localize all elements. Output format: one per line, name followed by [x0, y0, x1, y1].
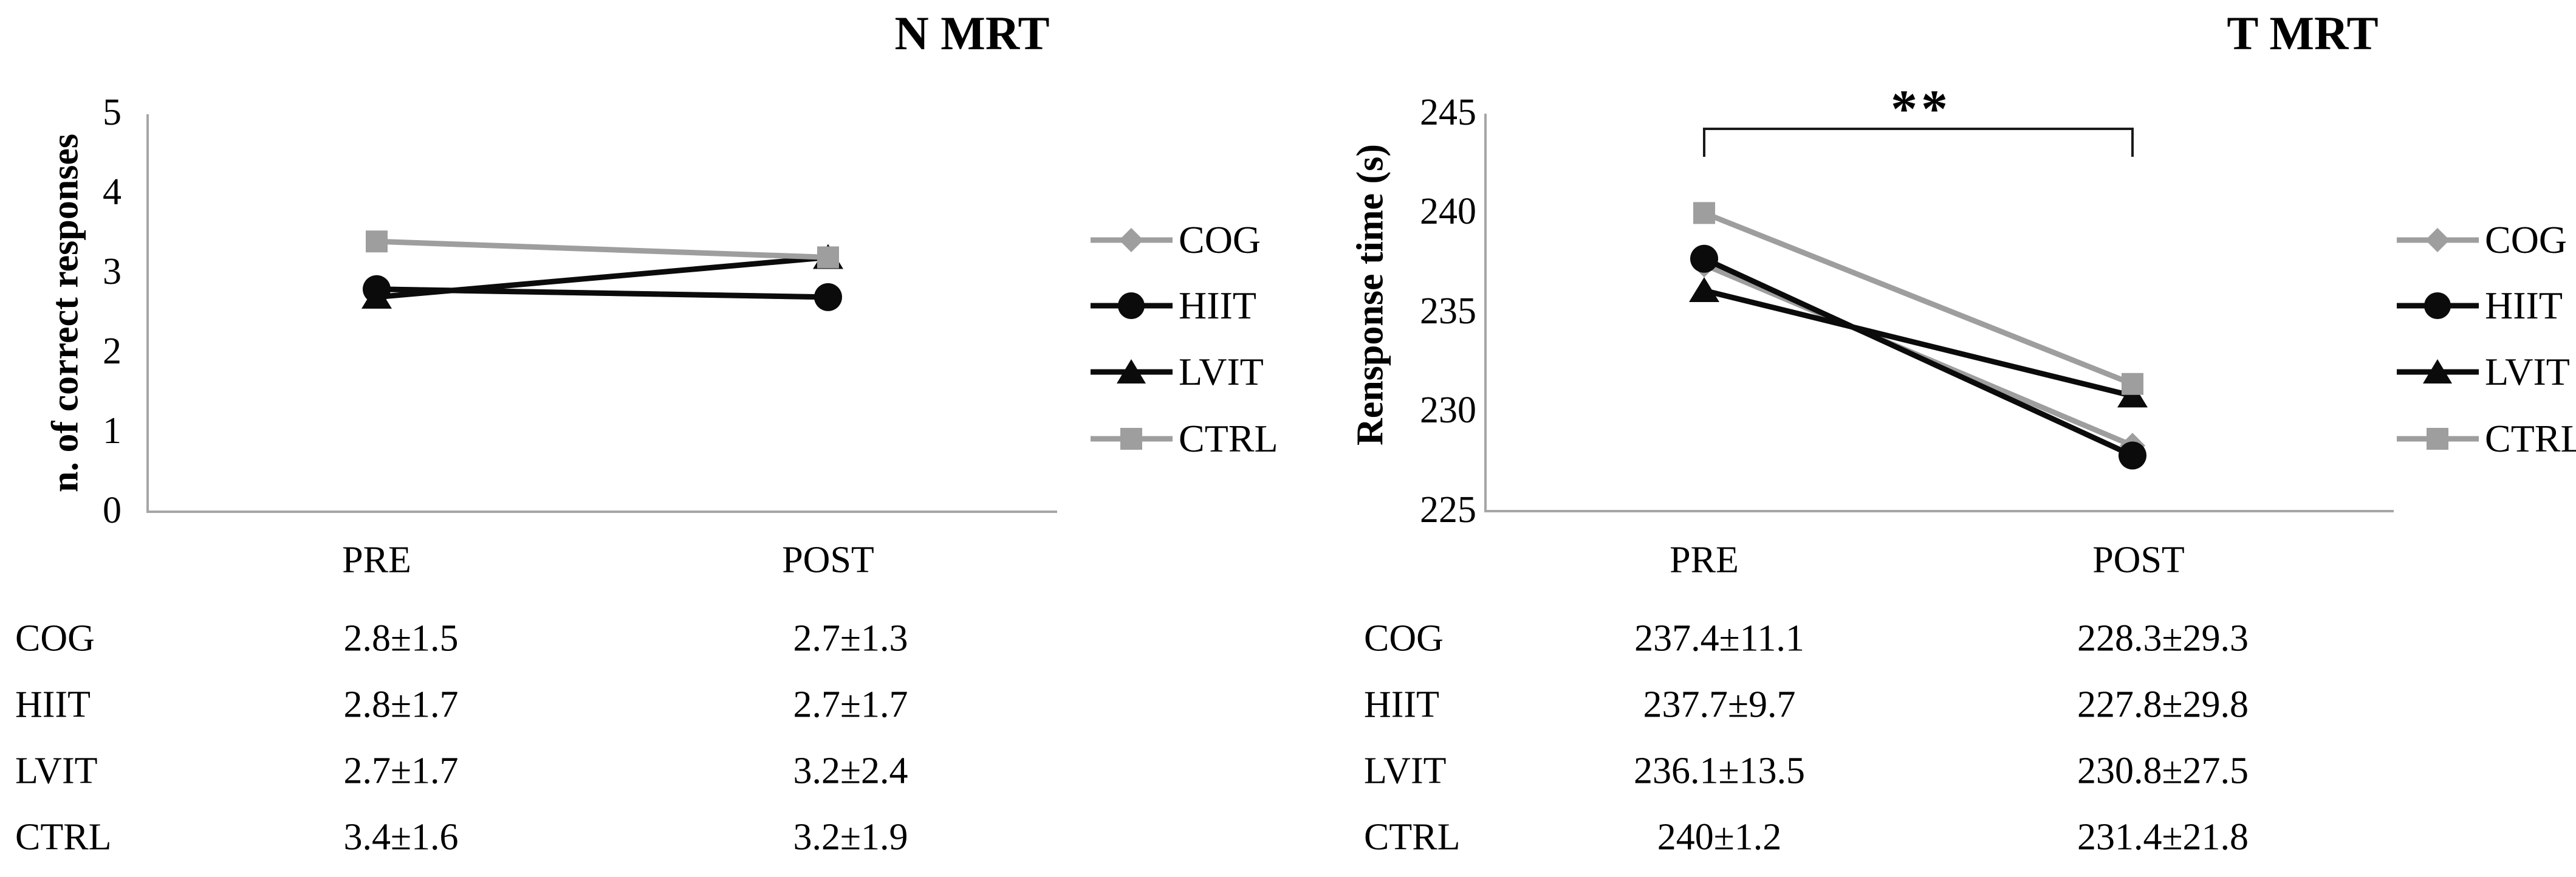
y-tick-3: 3	[103, 251, 122, 293]
y-tick-0: 0	[103, 490, 122, 532]
y-tick-240: 240	[1420, 191, 1476, 233]
chart-title-tmrt: T MRT	[2227, 7, 2379, 60]
legend-label-cog: COG	[2485, 218, 2567, 261]
table-cell: 2.7±1.7	[793, 684, 908, 726]
lvit-triangle-marker-icon	[2397, 353, 2479, 391]
table-cell: 230.8±27.5	[2077, 750, 2249, 792]
x-category-pre-nmrt: PRE	[342, 539, 411, 581]
table-row-label: LVIT	[15, 750, 98, 792]
table-cell: 3.2±2.4	[793, 750, 908, 792]
table-cell: 237.4±11.1	[1634, 617, 1804, 659]
table-cell: 227.8±29.8	[2077, 684, 2249, 726]
significance-bracket	[1703, 128, 2134, 157]
lvit-triangle-marker-icon	[1091, 353, 1173, 391]
legend-label-hiit: HIIT	[2485, 284, 2563, 327]
table-cell: 231.4±21.8	[2077, 816, 2249, 858]
axis-lines	[146, 114, 1057, 513]
data-point-square	[1693, 202, 1715, 224]
legend-label-hiit: HIIT	[1179, 284, 1256, 327]
y-tick-230: 230	[1420, 390, 1476, 432]
table-row-label: LVIT	[1364, 750, 1447, 792]
data-point-square	[817, 246, 839, 269]
ctrl-square-marker-icon	[1091, 419, 1173, 458]
legend-label-ctrl: CTRL	[2485, 417, 2576, 460]
data-point-square	[366, 230, 388, 253]
y-tick-2: 2	[103, 331, 122, 373]
ctrl-square-marker-icon	[2397, 419, 2479, 458]
series-line-lvit	[1703, 287, 2134, 399]
x-category-pre-tmrt: PRE	[1670, 539, 1739, 581]
table-cell: 3.2±1.9	[793, 816, 908, 858]
x-category-post-tmrt: POST	[2092, 539, 2185, 581]
table-cell: 2.7±1.7	[343, 750, 459, 792]
legend-item-ctrl: CTRL	[2397, 417, 2576, 460]
legend-label-ctrl: CTRL	[1179, 417, 1278, 460]
data-point-triangle	[2117, 382, 2148, 408]
y-tick-5: 5	[103, 92, 122, 134]
cog-diamond-marker-icon	[1091, 221, 1173, 260]
table-cell: 2.8±1.5	[343, 617, 459, 659]
data-point-circle	[2119, 441, 2146, 470]
table-cell: 2.7±1.3	[793, 617, 908, 659]
table-cell: 228.3±29.3	[2077, 617, 2249, 659]
data-point-circle	[814, 283, 842, 311]
table-row-label: COG	[1364, 617, 1444, 659]
y-tick-4: 4	[103, 171, 122, 213]
legend-label-lvit: LVIT	[2485, 350, 2570, 393]
data-point-triangle	[361, 283, 392, 309]
significance-stars: **	[1891, 80, 1951, 139]
table-row-label: HIIT	[15, 684, 91, 726]
series-line-ctrl	[376, 238, 829, 260]
data-point-triangle	[1689, 277, 1719, 303]
legend-item-lvit: LVIT	[2397, 350, 2570, 393]
y-tick-235: 235	[1420, 291, 1476, 332]
hiit-circle-marker-icon	[1091, 286, 1173, 325]
legend-item-hiit: HIIT	[1091, 284, 1256, 327]
chart-title-nmrt: N MRT	[894, 7, 1050, 60]
hiit-circle-marker-icon	[2397, 286, 2479, 325]
data-point-circle	[1690, 244, 1718, 273]
series-line-lvit	[376, 254, 829, 300]
y-tick-225: 225	[1420, 489, 1476, 531]
series-line-hiit	[1703, 256, 2134, 458]
table-cell: 236.1±13.5	[1633, 750, 1806, 792]
table-cell: 2.8±1.7	[343, 684, 459, 726]
legend-item-lvit: LVIT	[1091, 350, 1264, 393]
axis-lines	[1484, 114, 2394, 512]
table-row-label: COG	[15, 617, 95, 659]
table-cell: 237.7±9.7	[1643, 684, 1796, 726]
series-line-ctrl	[1703, 210, 2134, 387]
table-row-label: CTRL	[1364, 816, 1461, 858]
legend-label-cog: COG	[1179, 218, 1261, 261]
legend-item-cog: COG	[1091, 218, 1261, 261]
legend-item-ctrl: CTRL	[1091, 417, 1278, 460]
x-category-post-nmrt: POST	[782, 539, 874, 581]
table-row-label: HIIT	[1364, 684, 1439, 726]
data-point-square	[2122, 373, 2143, 395]
cog-diamond-marker-icon	[2397, 221, 2479, 260]
y-tick-1: 1	[103, 410, 122, 452]
table-row-label: CTRL	[15, 816, 112, 858]
y-tick-245: 245	[1420, 92, 1476, 134]
legend-item-cog: COG	[2397, 218, 2567, 261]
legend-label-lvit: LVIT	[1179, 350, 1264, 393]
legend-item-hiit: HIIT	[2397, 284, 2563, 327]
table-cell: 240±1.2	[1657, 816, 1782, 858]
table-cell: 3.4±1.6	[343, 816, 459, 858]
